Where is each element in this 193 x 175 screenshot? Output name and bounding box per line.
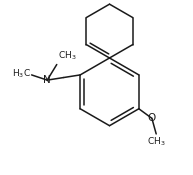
Text: N: N [43,75,51,85]
Text: O: O [148,113,156,123]
Text: CH$_3$: CH$_3$ [147,135,166,148]
Text: H$_3$C: H$_3$C [12,68,31,80]
Text: CH$_3$: CH$_3$ [58,50,76,62]
